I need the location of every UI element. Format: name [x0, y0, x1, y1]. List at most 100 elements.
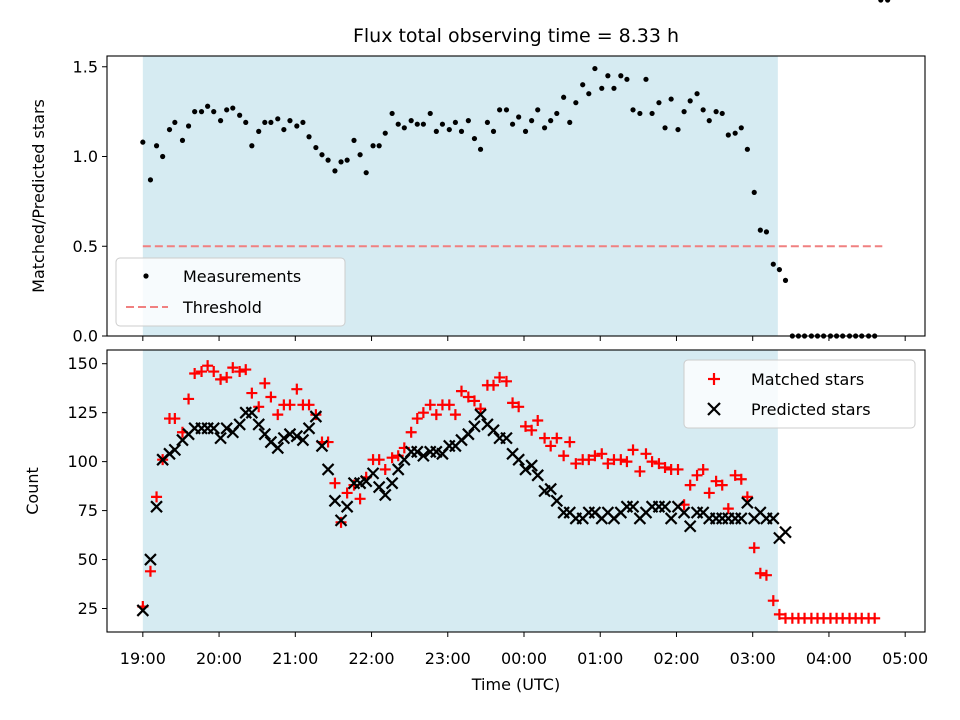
- legend-box: [683, 359, 916, 429]
- measurement-point: [763, 229, 770, 235]
- legend-plus-icon: [708, 373, 720, 385]
- matched-star-point: [716, 479, 728, 491]
- measurement-point: [725, 132, 731, 138]
- measurement-point: [580, 82, 586, 88]
- measurement-point: [561, 94, 567, 100]
- measurement-point: [420, 121, 426, 127]
- x-axis-ticks: 19:00 20:00 21:00 22:00 23:00 00:00 01:00 02:00…: [120, 649, 928, 668]
- predicted-star-point: [531, 469, 545, 482]
- measurement-point: [458, 128, 465, 134]
- ratio-frame: [106, 55, 926, 337]
- y-tick-label: 1.5: [73, 57, 98, 76]
- predicted-star-point: [315, 439, 329, 453]
- matched-star-point: [424, 399, 436, 411]
- count-ylabel: Count: [23, 467, 42, 515]
- measurement-point: [249, 143, 255, 149]
- measurement-point: [153, 143, 160, 149]
- x-tick-label: 20:00: [196, 649, 242, 668]
- y-tick-label: 1.0: [73, 147, 98, 166]
- measurement-point: [744, 146, 750, 152]
- matched-star-point: [208, 366, 220, 378]
- measurement-point: [268, 119, 274, 126]
- y-tick-label: 50: [78, 550, 98, 569]
- measurement-point: [497, 107, 503, 113]
- predicted-star-point: [321, 463, 335, 476]
- matched-star-point: [265, 391, 277, 403]
- predicted-star-point: [767, 512, 780, 525]
- measurement-point: [338, 159, 344, 165]
- measurement-point: [275, 116, 281, 122]
- matched-star-point: [227, 362, 239, 374]
- matched-star-point: [583, 454, 595, 466]
- measurement-point: [140, 139, 146, 145]
- measurement-point: [160, 153, 166, 160]
- measurement-point: [211, 109, 217, 115]
- matched-star-point: [722, 503, 734, 515]
- measurement-point: [465, 118, 471, 124]
- measurement-point: [694, 91, 700, 97]
- predicted-star-point: [144, 553, 157, 566]
- measurement-point: [414, 121, 420, 127]
- measurement-point: [325, 157, 331, 163]
- matched-star-point: [646, 456, 658, 468]
- measurement-point: [681, 109, 687, 115]
- predicted-star-point: [462, 427, 475, 441]
- measurement-point: [573, 100, 579, 106]
- legend-threshold-label: Threshold: [182, 298, 262, 317]
- y-tick-label: 25: [78, 599, 98, 618]
- predicted-star-point: [245, 406, 259, 419]
- predicted-star-point: [207, 422, 221, 435]
- measurement-point: [687, 98, 693, 104]
- measurement-point: [357, 152, 363, 158]
- predicted-star-point: [391, 463, 405, 476]
- matched-star-point: [291, 383, 303, 395]
- predicted-star-point: [271, 441, 285, 455]
- y-tick-label: 125: [67, 403, 98, 422]
- measurement-point: [192, 109, 198, 115]
- measurement-point: [522, 128, 529, 134]
- measurement-point: [389, 110, 395, 117]
- predicted-star-point: [734, 512, 748, 525]
- y-tick-label: 0.5: [73, 237, 98, 256]
- predicted-star-point: [150, 500, 163, 513]
- predicted-star-point: [544, 482, 557, 496]
- matched-star-point: [189, 368, 201, 379]
- chart-title: Flux total observing time = 8.33 h: [353, 25, 679, 47]
- measurement-point: [172, 119, 178, 126]
- matched-star-point: [144, 565, 156, 577]
- predicted-star-point: [214, 431, 227, 445]
- measurement-point: [484, 119, 491, 126]
- x-axis-label: Time (UTC): [471, 675, 560, 694]
- matched-star-point: [621, 456, 633, 468]
- matched-star-point: [558, 450, 570, 462]
- measurement-point: [344, 157, 350, 163]
- measurement-point: [166, 126, 173, 133]
- measurement-point: [713, 109, 719, 115]
- matched-star-point: [773, 608, 785, 620]
- matched-star-point: [691, 469, 703, 481]
- legend-measurements-label: Measurements: [183, 267, 301, 286]
- measurement-point: [262, 119, 268, 126]
- predicted-star-point: [296, 433, 310, 447]
- measurement-point: [477, 146, 484, 152]
- measurement-point: [217, 118, 224, 124]
- y-tick-label: 100: [67, 452, 98, 471]
- predicted-star-points: [137, 406, 792, 617]
- measurement-point: [376, 143, 382, 149]
- matched-star-point: [634, 465, 646, 477]
- predicted-star-point: [385, 476, 399, 490]
- measurement-point: [529, 118, 535, 124]
- measurement-point: [439, 121, 446, 127]
- matched-star-point: [589, 450, 601, 462]
- measurement-point: [382, 130, 388, 136]
- matched-star-point: [754, 567, 766, 579]
- measurement-point: [624, 76, 630, 82]
- measurement-point: [675, 126, 681, 133]
- matched-star-point: [545, 440, 557, 452]
- matched-star-point: [500, 375, 512, 387]
- predicted-star-point: [366, 467, 380, 480]
- predicted-star-point: [277, 431, 291, 445]
- ratio-axes: 0.0 0.5 1.0 1.5: [73, 57, 906, 346]
- y-tick-label: 75: [78, 501, 98, 520]
- predicted-star-point: [664, 512, 678, 525]
